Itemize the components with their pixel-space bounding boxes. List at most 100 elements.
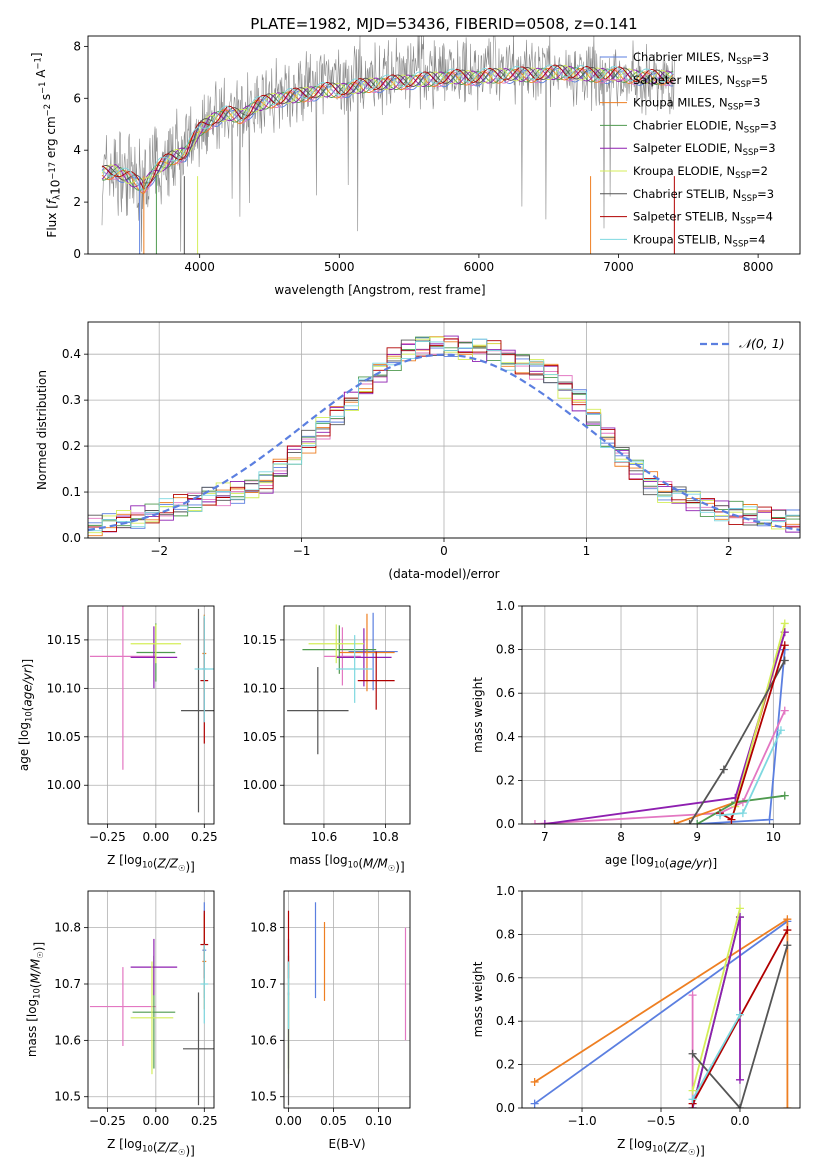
mass-weight-marker <box>530 820 539 824</box>
model-spectrum <box>101 64 674 190</box>
y-tick-label: 2 <box>73 195 81 209</box>
axis-label-part: )] <box>696 1144 705 1158</box>
axis-label-part: s <box>39 94 53 104</box>
y-tick-label: 0.4 <box>62 347 81 361</box>
mass-weight-marker <box>780 656 789 665</box>
x-tick-label: 6000 <box>464 260 495 274</box>
data-spectrum <box>101 36 675 252</box>
figure-title: PLATE=1982, MJD=53436, FIBERID=0508, z=0… <box>250 15 637 33</box>
x-tick-label: 0.0 <box>730 1114 749 1128</box>
axis-label-part: ☉ <box>688 1147 696 1157</box>
plot-area <box>287 612 398 755</box>
axis-label-part: ] <box>29 52 43 57</box>
y-tick-label: 10.7 <box>54 977 81 991</box>
normal-reference-curve <box>88 353 800 531</box>
axes-frame <box>87 35 801 255</box>
legend-label-part: Salpeter STELIB, N <box>633 210 740 224</box>
mass-weight-line <box>534 710 786 824</box>
axis-label-part: age [log <box>17 722 31 771</box>
legend-label: Chabrier ELODIE, NSSP=3 <box>633 118 777 135</box>
y-tick-label: 1.0 <box>496 599 515 613</box>
chart-mass_weight_vs_Z: −1.0 −0.5 0.0 0.0 0.2 0.4 0.6 0.8 1.0 Z [log10(Z/… <box>471 884 801 1158</box>
y-tick-label: 4 <box>73 143 81 157</box>
y-tick-label: 0.0 <box>496 817 515 831</box>
legend-label: Chabrier STELIB, NSSP=3 <box>633 187 774 204</box>
x-tick-label: −2 <box>150 544 168 558</box>
axis-label-part: 10 <box>24 711 34 722</box>
y-tick-label: 0.8 <box>496 643 515 657</box>
legend-label-part: Kroupa ELODIE, N <box>633 164 735 178</box>
axis-label-part: 10 <box>142 860 153 870</box>
y-tick-label: 0.8 <box>496 927 515 941</box>
legend-label-part: Salpeter MILES, N <box>633 73 735 87</box>
y-tick-label: 0.4 <box>496 1014 515 1028</box>
legend-label-part: =3 <box>752 50 769 64</box>
model-spectrum <box>101 64 674 192</box>
plot-area <box>89 606 214 813</box>
mass-weight-marker <box>765 815 774 824</box>
axis-label-part: ( <box>21 707 35 712</box>
x-tick-label: 0 <box>440 544 448 558</box>
x-axis-label: Z [log10(Z/Z☉)] <box>107 1137 195 1158</box>
chart-residuals: −2 −1 0 1 2 0.0 0.1 0.2 0.3 0.4 𝒩(0, 1) (data-model… <box>35 321 801 581</box>
mass-weight-marker <box>780 706 789 715</box>
axis-label-part: ( <box>358 857 363 871</box>
x-tick-label: −1.0 <box>567 1114 596 1128</box>
y-tick-label: 10.05 <box>47 730 81 744</box>
legend-label-part: =3 <box>757 187 774 201</box>
mass-weight-marker <box>780 619 789 628</box>
y-tick-label: 6 <box>73 91 81 105</box>
axis-label-part: )] <box>395 860 404 874</box>
axis-label-part: Flux [ <box>45 204 59 237</box>
chart-spectrum: 4000 5000 6000 7000 8000 0 2 4 6 8 wavelength [Ang… <box>29 35 801 297</box>
legend-label: Kroupa MILES, NSSP=3 <box>633 96 760 113</box>
x-axis-label: wavelength [Angstrom, rest frame] <box>274 283 485 297</box>
axis-label-part: ( <box>29 983 43 988</box>
y-tick-label: 0.3 <box>62 393 81 407</box>
mass-weight-marker <box>530 1099 539 1108</box>
legend-label-part: Chabrier STELIB, N <box>633 187 741 201</box>
y-tick-label: 0.1 <box>62 485 81 499</box>
x-axis-label: (data-model)/error <box>388 567 499 581</box>
y-tick-label: 10.15 <box>47 633 81 647</box>
y-tick-label: 10.6 <box>54 1033 81 1047</box>
x-tick-label: 9 <box>693 830 701 844</box>
x-tick-label: 8 <box>617 830 625 844</box>
axis-label-part: 10 <box>32 988 42 999</box>
model-spectrum <box>101 67 674 189</box>
legend-label-part: Kroupa STELIB, N <box>633 232 733 246</box>
y-tick-label: 10.8 <box>250 921 277 935</box>
chart-mass_vs_EBV: 0.00 0.05 0.10 10.5 10.6 10.7 10.8 E(B-V) <box>250 890 411 1151</box>
axis-label-part: 10 <box>142 1144 153 1154</box>
y-axis-label: mass [log10(M/M☉)] <box>25 942 46 1057</box>
axis-label-part: λ <box>52 195 62 200</box>
mass-weight-marker <box>530 1077 539 1086</box>
histogram-step <box>88 338 800 532</box>
x-tick-label: 0.00 <box>142 830 169 844</box>
legend-label: Kroupa STELIB, NSSP=4 <box>633 232 765 249</box>
legend-label-part: =3 <box>759 141 776 155</box>
x-tick-label: 0.10 <box>365 1114 392 1128</box>
legend-label: Chabrier MILES, NSSP=3 <box>633 50 769 67</box>
mass-weight-marker <box>688 991 697 1000</box>
axis-label-part: ( <box>153 1141 158 1155</box>
legend-label-part: SSP <box>736 57 752 67</box>
axis-label-part: −2 <box>42 104 52 116</box>
legend-label-part: Salpeter ELODIE, N <box>633 141 743 155</box>
axis-label-part: Z/Z <box>157 857 179 871</box>
axis-label-part: ( <box>153 857 158 871</box>
mass-weight-line <box>691 1014 741 1100</box>
axis-label-part: ☉ <box>388 863 396 873</box>
y-axis-label: mass weight <box>471 961 485 1037</box>
y-tick-label: 1.0 <box>496 884 515 898</box>
mass-weight-marker <box>783 941 792 950</box>
axis-label-part: )] <box>186 1144 195 1158</box>
y-tick-label: 0.6 <box>496 686 515 700</box>
plot-area <box>88 335 800 537</box>
y-tick-label: 0.2 <box>62 439 81 453</box>
axes-frame <box>87 890 215 1109</box>
legend-label-part: =4 <box>748 232 765 246</box>
